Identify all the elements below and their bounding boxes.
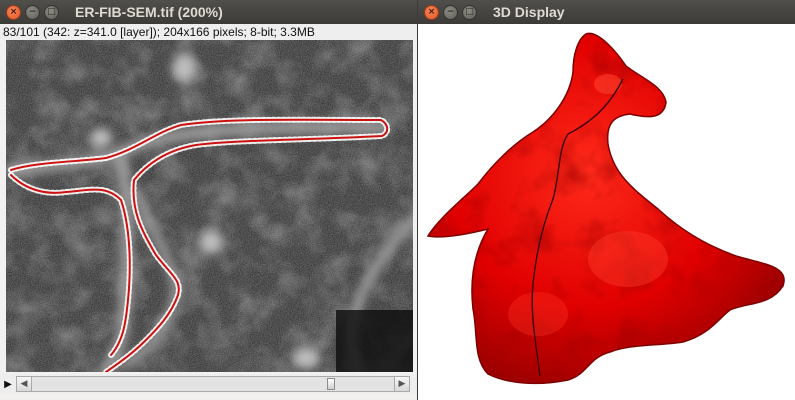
3d-mesh-render[interactable] — [418, 24, 795, 400]
er-outline-trace — [10, 118, 389, 372]
slice-scrollbar-thumb[interactable] — [327, 378, 335, 390]
maximize-window-button[interactable]: □ — [44, 4, 59, 20]
arrow-right-icon: ▶ — [398, 379, 406, 389]
minimize-window-button[interactable]: − — [25, 4, 40, 20]
viewer-window: × − □ 3D Display — [418, 0, 795, 400]
sem-image[interactable] — [6, 40, 413, 372]
minimize-window-button[interactable]: − — [443, 4, 458, 20]
scroll-left-button[interactable]: ◀ — [17, 377, 32, 391]
play-icon: ▶ — [4, 378, 12, 390]
minimize-icon: − — [28, 6, 37, 17]
maximize-window-button[interactable]: □ — [462, 4, 477, 20]
close-icon: × — [9, 6, 18, 17]
arrow-left-icon: ◀ — [20, 379, 28, 389]
close-window-button[interactable]: × — [6, 4, 21, 20]
slice-scrollbar[interactable]: ◀ ▶ — [16, 376, 410, 392]
scroll-right-button[interactable]: ▶ — [394, 377, 409, 391]
viewer-window-title: 3D Display — [493, 4, 565, 20]
image-window-titlebar[interactable]: × − □ ER-FIB-SEM.tif (200%) — [0, 0, 417, 24]
image-window-title: ER-FIB-SEM.tif (200%) — [75, 4, 223, 20]
play-animation-button[interactable]: ▶ — [0, 374, 16, 394]
image-window: × − □ ER-FIB-SEM.tif (200%) 83/101 (342:… — [0, 0, 418, 400]
mesh-seam-line — [531, 78, 624, 377]
close-window-button[interactable]: × — [424, 4, 439, 20]
minimize-icon: − — [446, 6, 455, 17]
maximize-icon: □ — [47, 6, 56, 17]
image-info-bar: 83/101 (342: z=341.0 [layer]); 204x166 p… — [0, 24, 417, 40]
close-icon: × — [427, 6, 436, 17]
image-canvas[interactable] — [6, 40, 413, 372]
viewer-window-titlebar[interactable]: × − □ 3D Display — [418, 0, 795, 24]
3d-viewport[interactable] — [418, 24, 795, 400]
slice-controls: ▶ ◀ ▶ — [0, 374, 417, 394]
maximize-icon: □ — [465, 6, 474, 17]
